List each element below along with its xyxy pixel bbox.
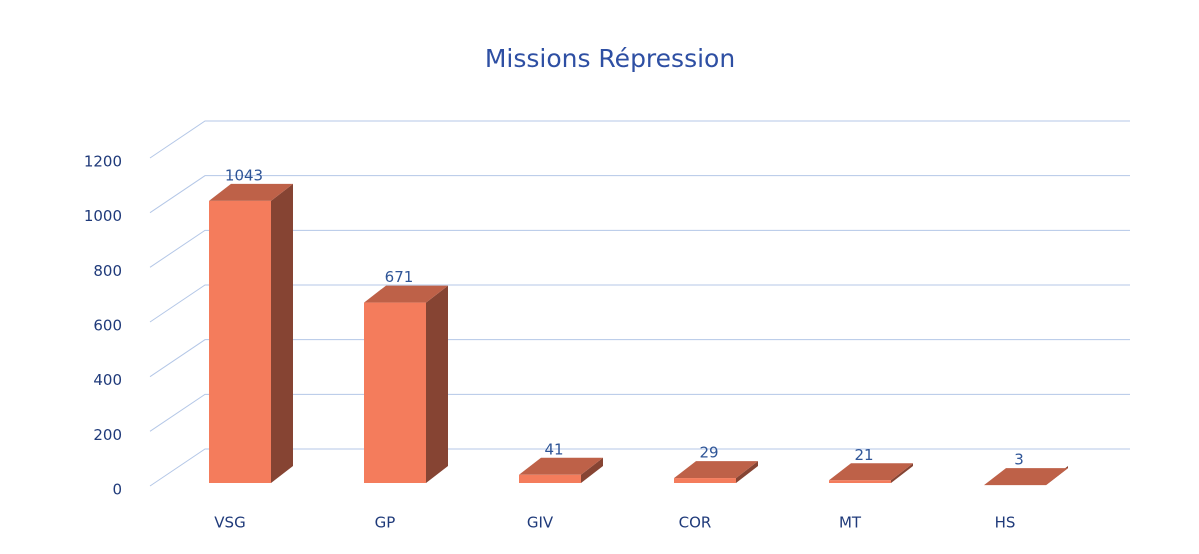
data-label: 1043 bbox=[225, 166, 263, 184]
bar-top bbox=[984, 468, 1068, 486]
bar bbox=[209, 200, 271, 483]
bar bbox=[674, 478, 736, 483]
y-tick-label: 400 bbox=[93, 371, 122, 389]
y-tick-label: 200 bbox=[93, 426, 122, 444]
x-tick-label: GIV bbox=[527, 514, 554, 532]
bar-side bbox=[271, 183, 293, 483]
bar-top bbox=[674, 461, 758, 479]
bar-top bbox=[364, 285, 448, 303]
grid-line bbox=[149, 229, 1130, 268]
bar-side bbox=[581, 457, 603, 483]
grid-line bbox=[149, 339, 1130, 378]
x-tick-label: COR bbox=[679, 514, 712, 532]
grid-line bbox=[149, 284, 1130, 323]
chart-title: Missions Répression bbox=[485, 44, 735, 73]
data-label: 3 bbox=[1014, 451, 1024, 469]
data-label: 29 bbox=[699, 444, 718, 462]
bar-top bbox=[209, 183, 293, 201]
bar bbox=[364, 302, 426, 483]
y-tick-label: 0 bbox=[112, 481, 122, 499]
y-tick-label: 800 bbox=[93, 262, 122, 280]
y-tick-label: 1200 bbox=[84, 153, 122, 171]
grid-line bbox=[149, 393, 1130, 432]
data-label: 671 bbox=[385, 268, 414, 286]
x-tick-label: MT bbox=[839, 514, 862, 532]
data-label: 21 bbox=[854, 446, 873, 464]
bar-side bbox=[426, 285, 448, 483]
bar-top bbox=[829, 463, 913, 481]
x-tick-label: HS bbox=[995, 514, 1016, 532]
x-tick-label: GP bbox=[375, 514, 396, 532]
x-tick-label: VSG bbox=[214, 514, 245, 532]
grid-line bbox=[149, 175, 1130, 214]
bar-side bbox=[736, 461, 758, 483]
grid-line bbox=[149, 448, 1130, 487]
data-label: 41 bbox=[544, 440, 563, 458]
bar-top bbox=[519, 457, 603, 475]
bar-side bbox=[891, 463, 913, 483]
y-tick-label: 1000 bbox=[84, 207, 122, 225]
grid-line bbox=[149, 120, 1130, 159]
y-tick-label: 600 bbox=[93, 317, 122, 335]
bar bbox=[829, 480, 891, 483]
bar bbox=[519, 474, 581, 483]
